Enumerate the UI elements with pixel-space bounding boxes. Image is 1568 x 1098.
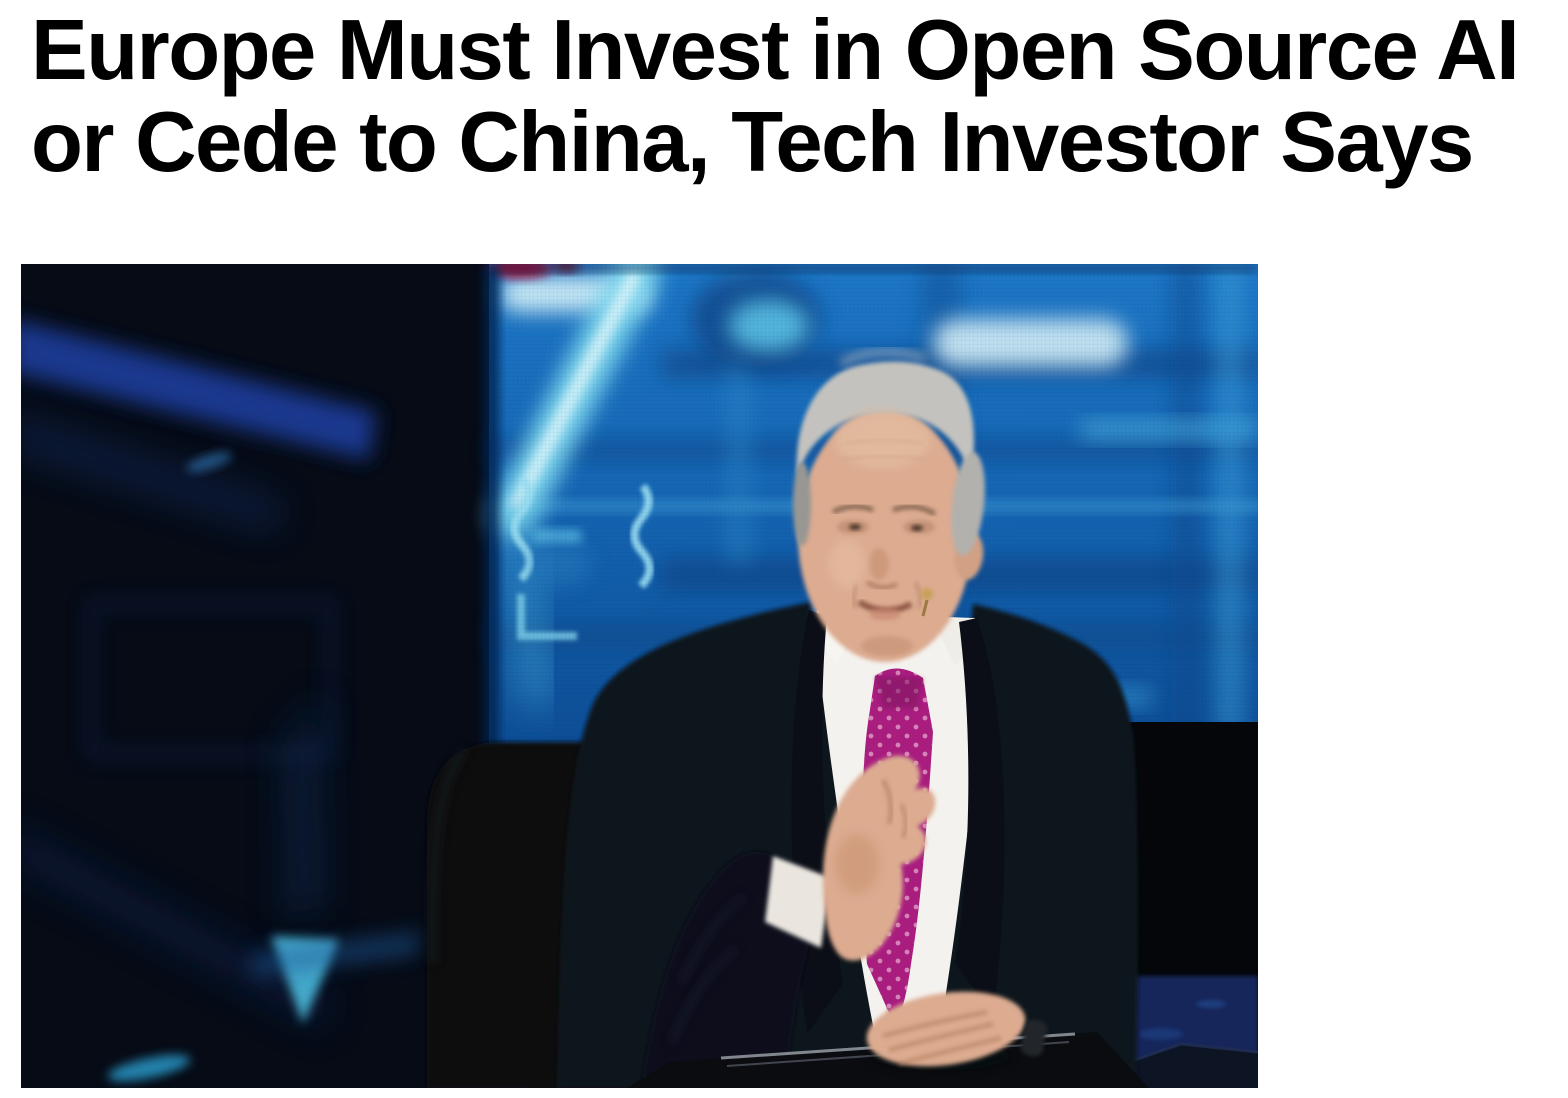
speaker-right-hand — [822, 755, 936, 961]
panel-faint-frame — [86, 599, 336, 759]
speaker-hair — [796, 361, 974, 478]
panel-cyan-dash — [186, 452, 232, 472]
side-table-edge — [1122, 1042, 1258, 1066]
cyan-floor-dash — [107, 1054, 191, 1082]
hair-strands — [839, 349, 927, 367]
panel-faint-shape — [281, 694, 325, 924]
blue-light-beam-faint — [21, 417, 283, 532]
finger-line — [882, 1010, 988, 1038]
panel-lower-glow — [21, 829, 331, 1030]
speaker-head — [793, 349, 985, 662]
article-lead-photo — [21, 264, 1258, 1088]
speaker-left-hand-group — [866, 991, 1048, 1070]
cyan-diagonal-glow — [251, 932, 421, 976]
hand-shading — [835, 834, 879, 894]
finger-line — [881, 779, 893, 825]
article-headline: Europe Must Invest in Open Source AI or … — [31, 3, 1520, 190]
finger-line — [888, 1022, 994, 1052]
finger-line — [898, 1036, 1002, 1066]
floor-speckle — [1196, 1000, 1226, 1008]
armchair-highlight — [428, 747, 469, 965]
suit-lapel-right — [955, 618, 1005, 1014]
led-screen-left-panel — [21, 264, 526, 1088]
speaker-right-arm — [641, 755, 936, 1088]
hair-side-right — [951, 452, 985, 556]
lead-photo-illustration — [21, 264, 1258, 1088]
face-shading — [829, 438, 937, 656]
side-table — [1121, 1042, 1258, 1088]
sleeve-wrinkle — [678, 894, 747, 986]
earset-mic — [921, 588, 933, 600]
finger-line — [899, 803, 908, 839]
wrist-watch — [1020, 1019, 1048, 1057]
tie-knot-shade — [875, 676, 923, 708]
sleeve-wrinkle — [668, 946, 739, 1045]
side-table-top — [1121, 1044, 1258, 1088]
shirt-cuff — [765, 856, 831, 948]
earset-mic-stem — [921, 599, 929, 617]
headline-line-2: or Cede to China, Tech Investor Says — [31, 95, 1474, 190]
headline-line-1: Europe Must Invest in Open Source AI — [31, 3, 1520, 98]
speaker — [557, 349, 1149, 1088]
floor-speckle — [1139, 1028, 1183, 1040]
hair-side-left — [793, 462, 811, 546]
blue-light-beam — [21, 321, 376, 460]
